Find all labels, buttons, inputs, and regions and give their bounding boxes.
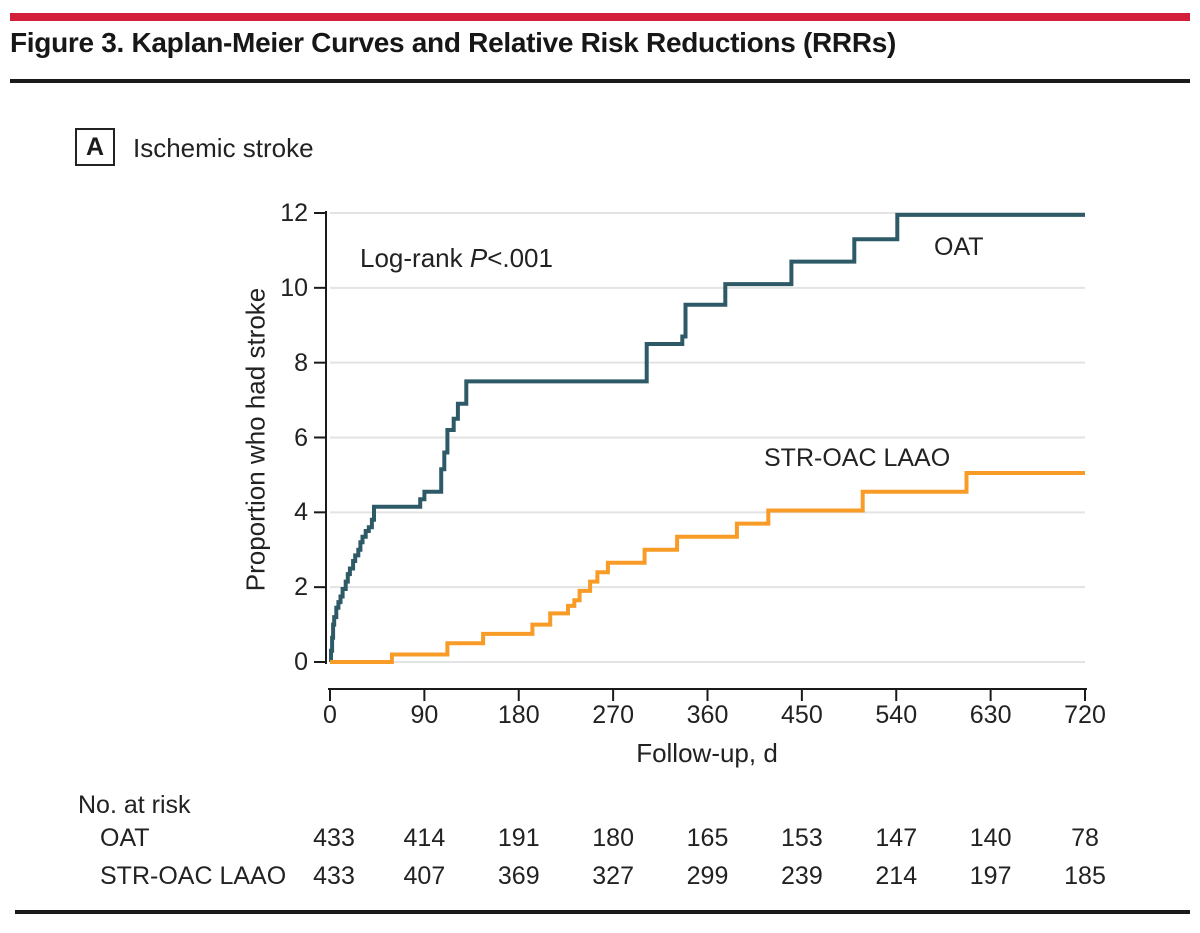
- x-tick-label-360: 360: [686, 701, 729, 729]
- x-tick-label-270: 270: [592, 701, 634, 729]
- risk-cell: 153: [781, 824, 823, 852]
- panel-label: A: [85, 132, 105, 161]
- y-tick-label-4: 4: [294, 498, 308, 527]
- risk-cell: 299: [686, 862, 729, 890]
- risk-row-label-oat: OAT: [100, 824, 150, 852]
- risk-cell: 180: [592, 824, 634, 852]
- panel-label-box: A: [75, 128, 115, 166]
- risk-cell: 147: [875, 824, 918, 852]
- risk-cell: 433: [313, 862, 355, 890]
- risk-cell: 165: [686, 824, 729, 852]
- risk-cell: 214: [875, 862, 918, 890]
- km-curve-str-oac-laao: [330, 471, 1085, 664]
- accent-top-bar: [10, 13, 1190, 21]
- x-tick-label-540: 540: [875, 701, 918, 729]
- risk-table-title: No. at risk: [78, 791, 191, 819]
- x-tick-label-0: 0: [323, 701, 337, 729]
- x-tick-label-720: 720: [1064, 701, 1106, 729]
- x-tick-label-180: 180: [497, 701, 540, 729]
- logrank-annotation: Log-rank P<.001: [360, 243, 553, 274]
- series-label-str-oac-laao: STR-OAC LAAO: [764, 444, 951, 472]
- figure-title: Figure 3. Kaplan-Meier Curves and Relati…: [10, 27, 897, 58]
- x-axis-title: Follow-up, d: [636, 738, 778, 768]
- y-tick-label-10: 10: [280, 273, 308, 302]
- risk-cell: 433: [313, 824, 355, 852]
- risk-cell: 78: [1071, 824, 1099, 852]
- y-tick-label-8: 8: [294, 348, 308, 377]
- logrank-p-symbol: P: [469, 243, 488, 273]
- title-divider: [10, 79, 1190, 83]
- y-tick-label-2: 2: [294, 573, 308, 602]
- y-tick-label-6: 6: [294, 423, 308, 452]
- panel-title: Ischemic stroke: [133, 133, 314, 163]
- risk-cell: 369: [497, 862, 540, 890]
- y-tick-label-0: 0: [294, 648, 308, 676]
- risk-cell: 191: [497, 824, 540, 852]
- km-curve-oat: [329, 212, 1085, 664]
- risk-cell: 185: [1064, 862, 1106, 890]
- risk-cell: 407: [403, 862, 446, 890]
- logrank-pvalue: <.001: [487, 243, 553, 273]
- risk-cell: 140: [969, 824, 1012, 852]
- risk-cell: 414: [403, 824, 446, 852]
- x-tick-label-450: 450: [781, 701, 823, 729]
- bottom-divider: [15, 910, 1190, 914]
- x-tick-label-90: 90: [410, 701, 439, 729]
- series-label-oat: OAT: [934, 233, 984, 261]
- x-tick-label-630: 630: [969, 701, 1012, 729]
- risk-row-label-str-oac-laao: STR-OAC LAAO: [100, 862, 287, 890]
- risk-cell: 197: [969, 862, 1012, 890]
- risk-cell: 327: [592, 862, 634, 890]
- y-tick-label-12: 12: [280, 199, 308, 227]
- logrank-prefix: Log-rank: [360, 243, 470, 273]
- risk-cell: 239: [781, 862, 823, 890]
